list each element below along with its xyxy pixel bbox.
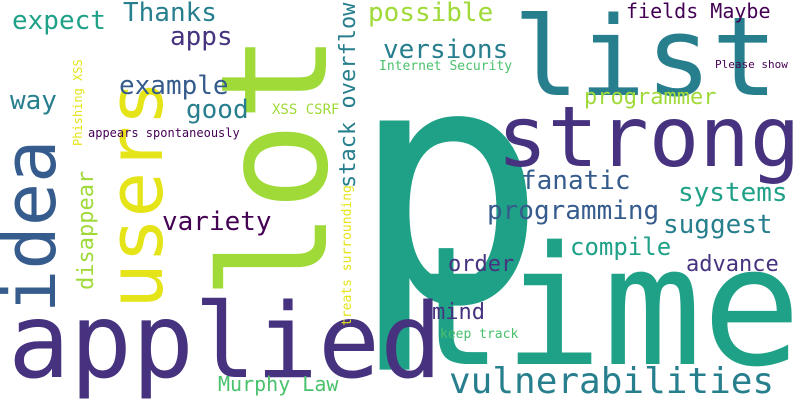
word-keep-track: keep track (440, 327, 519, 342)
word-internet-security: Internet Security (379, 59, 513, 74)
word-stack-overflow: stack overflow (336, 2, 361, 188)
word-phishing-xss: Phishing XSS (71, 59, 85, 146)
word-applied: applied (8, 282, 443, 400)
word-suggest: suggest (663, 210, 773, 240)
word-way: way (10, 86, 57, 116)
word-programming: programming (487, 196, 660, 226)
word-please-show: Please show (715, 58, 788, 71)
word-compile: compile (570, 233, 672, 261)
word-time: time (404, 211, 800, 400)
word-strong: strong (497, 88, 800, 186)
word-good: good (186, 95, 249, 125)
word-fields-maybe: fields Maybe (626, 0, 771, 23)
word-fanatic: fanatic (521, 166, 631, 196)
word-thanks: Thanks (123, 0, 217, 28)
word-treats-surrounding: treats surrounding (340, 185, 355, 326)
word-appears-spontaneously: appears spontaneously (88, 126, 240, 140)
word-idea: idea (0, 139, 72, 313)
word-order: order (448, 252, 515, 277)
word-programmer: programmer (584, 85, 717, 110)
word-example: example (119, 71, 229, 101)
word-murphy-law: Murphy Law (218, 372, 339, 396)
word-xss-csrf: XSS CSRF (272, 102, 340, 118)
word-versions: versions (383, 35, 509, 65)
word-disappear: disappear (74, 170, 99, 290)
word-p: p (349, 0, 548, 379)
word-apps: apps (170, 22, 233, 52)
word-systems: systems (678, 178, 788, 208)
word-list: list (513, 0, 778, 121)
word-mind: mind (432, 300, 485, 325)
word-variety: variety (162, 207, 272, 237)
word-expect: expect (12, 6, 106, 36)
word-advance: advance (686, 252, 779, 277)
word-users: users (91, 80, 180, 309)
word-possible: possible (368, 0, 494, 28)
word-vulnerabilities: vulnerabilities (449, 361, 775, 400)
